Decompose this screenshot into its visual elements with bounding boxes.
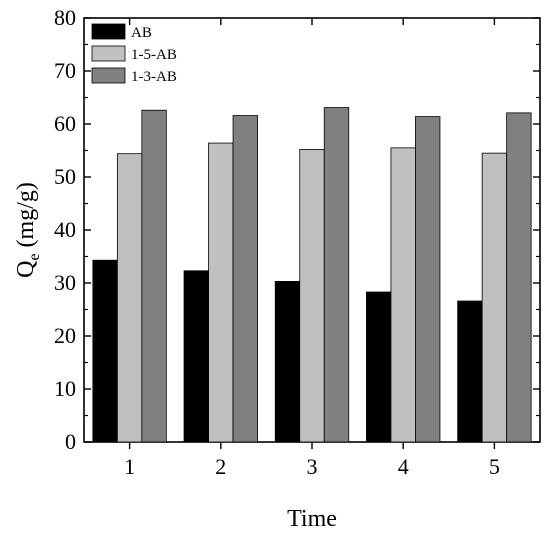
x-axis-title: Time [287, 506, 337, 532]
y-axis-title-unit: (mg/g) [13, 182, 39, 253]
legend-label-1-5-AB: 1-5-AB [131, 47, 177, 63]
bar-1-5-AB-1 [116, 153, 143, 443]
y-tick-label: 0 [65, 429, 76, 454]
y-axis-ticks: 0 10 20 30 40 50 60 70 80 [54, 5, 540, 454]
bar-AB-2 [183, 270, 209, 443]
legend-label-AB: AB [131, 25, 152, 41]
y-tick-label: 30 [54, 270, 76, 295]
legend-label-1-3-AB: 1-3-AB [131, 69, 177, 85]
bar-AB-1 [92, 259, 118, 443]
bar-1-3-AB-5 [506, 112, 532, 443]
y-axis-title-subscript: e [26, 253, 43, 260]
x-tick-label: 4 [398, 454, 409, 479]
bar-1-3-AB-4 [415, 116, 441, 443]
bar-1-5-AB-3 [299, 149, 325, 443]
bar-1-3-AB-2 [232, 115, 258, 443]
y-tick-label: 50 [54, 164, 76, 189]
bar-AB-5 [457, 300, 483, 443]
bar-1-3-AB-1 [141, 109, 167, 443]
x-tick-label: 2 [215, 454, 226, 479]
y-axis-title-main: Q [13, 261, 39, 278]
y-tick-label: 10 [54, 376, 76, 401]
bar-1-5-AB-4 [390, 147, 416, 443]
y-tick-label: 40 [54, 217, 76, 242]
legend-swatch-AB [91, 23, 126, 40]
bar-1-5-AB-2 [208, 142, 234, 443]
y-tick-label: 20 [54, 323, 76, 348]
legend: AB 1-5-AB 1-3-AB [91, 23, 177, 85]
bar-AB-3 [274, 281, 301, 443]
bar-AB-4 [366, 291, 392, 443]
y-tick-label: 70 [54, 58, 76, 83]
x-tick-label: 3 [307, 454, 318, 479]
bar-1-3-AB-3 [323, 107, 350, 443]
x-axis-ticks: 1 2 3 4 5 [124, 18, 500, 479]
y-tick-label: 60 [54, 111, 76, 136]
x-tick-label: 1 [124, 454, 135, 479]
y-tick-label: 80 [54, 5, 76, 30]
legend-swatch-1-3-AB [91, 67, 126, 84]
x-tick-label: 5 [489, 454, 500, 479]
y-axis-title: Qe (mg/g) [13, 182, 43, 278]
legend-swatch-1-5-AB [91, 45, 126, 62]
bar-1-5-AB-5 [481, 152, 508, 443]
bars-layer [92, 107, 532, 443]
